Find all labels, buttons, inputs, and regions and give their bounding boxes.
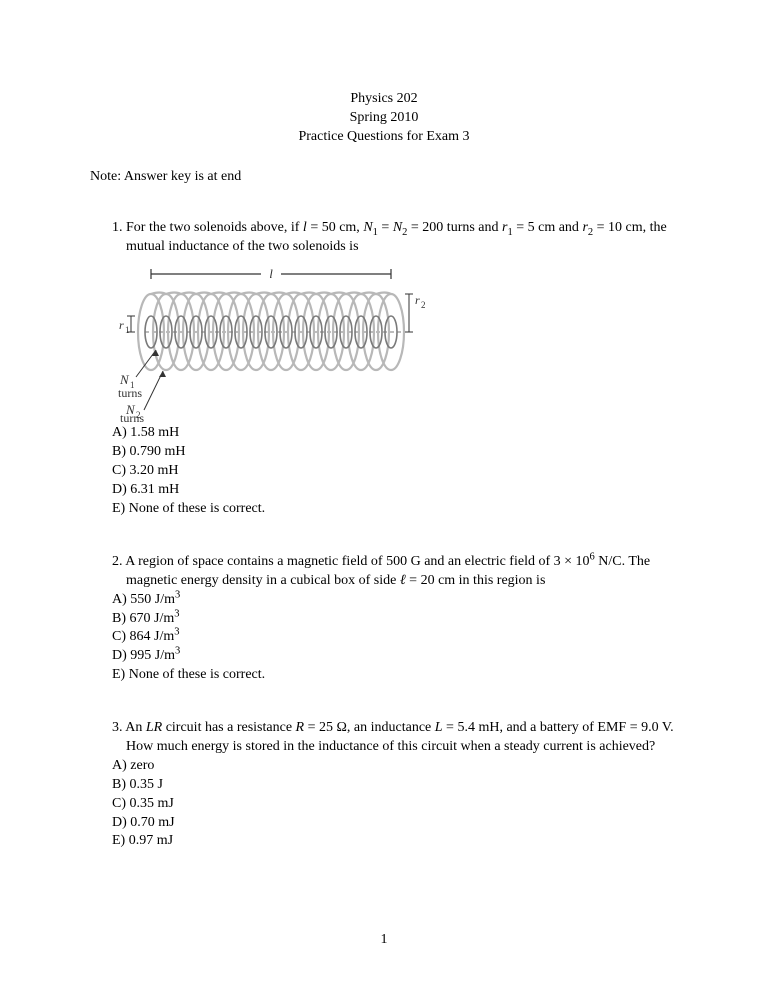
q3-b: circuit has a resistance [162,720,295,735]
question-2-stem: 2. A region of space contains a magnetic… [90,553,678,591]
q1-optD: D) 6.31 mH [112,481,678,500]
svg-text:l: l [269,266,273,281]
solenoid-figure: lr2r1N1turnsN2turns [116,262,678,422]
q1-d: = 200 turns and [407,220,502,235]
q1-optB: B) 0.790 mH [112,443,678,462]
q2-optD-sup: 3 [175,646,180,657]
svg-text:r: r [119,318,124,332]
q1-N2: N [393,220,402,235]
question-1-options: A) 1.58 mH B) 0.790 mH C) 3.20 mH D) 6.3… [90,424,678,518]
q3-optD: D) 0.70 mJ [112,814,678,833]
q3-optA: A) zero [112,757,678,776]
q1-a: For the two solenoids above, if [126,220,303,235]
question-2: 2. A region of space contains a magnetic… [90,553,678,685]
q2-optB-sup: 3 [174,608,179,619]
q2-optE: E) None of these is correct. [112,666,678,685]
question-2-options: A) 550 J/m3 B) 670 J/m3 C) 864 J/m3 D) 9… [90,591,678,685]
header-line-2: Spring 2010 [90,109,678,128]
svg-text:turns: turns [118,386,142,400]
q1-N1: N [363,220,372,235]
q3-R: R [296,720,305,735]
q2-optA: A) 550 J/m3 [112,591,678,610]
svg-text:2: 2 [421,300,426,310]
q1-optE: E) None of these is correct. [112,500,678,519]
question-3-options: A) zero B) 0.35 J C) 0.35 mJ D) 0.70 mJ … [90,757,678,851]
q3-optC: C) 0.35 mJ [112,795,678,814]
svg-text:r: r [415,293,420,307]
q2-a: A region of space contains a magnetic fi… [125,554,589,569]
question-1: 1. For the two solenoids above, if l = 5… [90,219,678,519]
q2-optD-a: D) 995 J/m [112,648,175,663]
q3-LR: LR [146,720,162,735]
q3-a: An [125,720,146,735]
q2-optB-a: B) 670 J/m [112,611,174,626]
q1-b: = 50 cm, [307,220,364,235]
q1-optA: A) 1.58 mH [112,424,678,443]
document-page: Physics 202 Spring 2010 Practice Questio… [0,0,768,994]
q2-num: 2. [112,554,125,569]
q2-optB: B) 670 J/m3 [112,610,678,629]
question-3: 3. An LR circuit has a resistance R = 25… [90,719,678,851]
solenoid-svg: lr2r1N1turnsN2turns [116,262,426,422]
svg-text:1: 1 [125,325,130,335]
q3-num: 3. [112,720,125,735]
q2-optC: C) 864 J/m3 [112,628,678,647]
q2-optC-sup: 3 [174,627,179,638]
document-header: Physics 202 Spring 2010 Practice Questio… [90,90,678,147]
q1-num: 1. [112,220,126,235]
q2-optC-a: C) 864 J/m [112,629,174,644]
q3-c: = 25 Ω, an inductance [304,720,435,735]
header-line-3: Practice Questions for Exam 3 [90,128,678,147]
q2-c: = 20 cm in this region is [406,573,546,588]
question-3-stem: 3. An LR circuit has a resistance R = 25… [90,719,678,757]
question-1-stem: 1. For the two solenoids above, if l = 5… [90,219,678,257]
page-number: 1 [0,932,768,948]
q2-optA-sup: 3 [175,589,180,600]
svg-text:N: N [119,372,130,387]
q1-e: = 5 cm and [513,220,583,235]
q1-c: = [378,220,393,235]
q2-optD: D) 995 J/m3 [112,647,678,666]
note-line: Note: Answer key is at end [90,169,678,185]
q1-optC: C) 3.20 mH [112,462,678,481]
q3-optE: E) 0.97 mJ [112,832,678,851]
svg-text:turns: turns [120,411,144,422]
q3-optB: B) 0.35 J [112,776,678,795]
header-line-1: Physics 202 [90,90,678,109]
q2-optA-a: A) 550 J/m [112,592,175,607]
q3-L: L [435,720,443,735]
